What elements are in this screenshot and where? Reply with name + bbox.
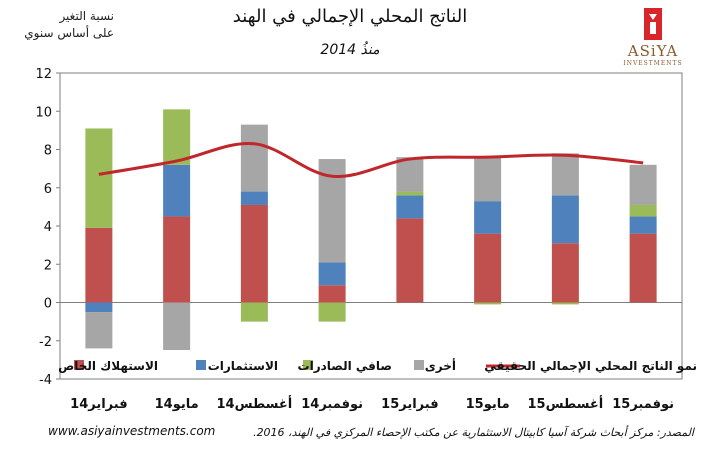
legend-swatch-other bbox=[414, 360, 424, 370]
bar-private_consumption bbox=[85, 227, 113, 303]
y-axis-label-line1: نسبة التغير bbox=[59, 9, 114, 23]
x-tick-label: مايو14 bbox=[155, 397, 199, 412]
bar-investments bbox=[551, 195, 579, 244]
y-tick-label: -4 bbox=[39, 373, 52, 388]
legend-swatch-net_exports bbox=[303, 360, 313, 370]
bar-net_exports bbox=[85, 128, 113, 228]
x-tick-label: أغسطس15 bbox=[528, 395, 604, 412]
bar-net_exports bbox=[163, 109, 191, 165]
x-tick-label: فبراير15 bbox=[381, 397, 438, 412]
legend-label-gdp_line: نمو الناتج المحلي الإجمالي الحقيقي bbox=[484, 359, 697, 374]
y-axis-label: نسبة التغير على أساس سنوي bbox=[4, 8, 114, 42]
legend-label-investments: الاستثمارات bbox=[208, 359, 278, 373]
bar-net_exports bbox=[629, 204, 657, 217]
bar-investments bbox=[474, 201, 502, 234]
bar-private_consumption bbox=[551, 243, 579, 303]
bar-private_consumption bbox=[629, 233, 657, 303]
plot-frame bbox=[59, 72, 683, 380]
y-tick-label: -2 bbox=[39, 335, 52, 350]
bar-private_consumption bbox=[474, 233, 502, 303]
y-tick-label: 6 bbox=[44, 182, 52, 197]
bar-investments bbox=[240, 191, 268, 205]
y-tick-label: 12 bbox=[35, 67, 52, 82]
source-note: المصدر: مركز أبحاث شركة آسيا كابيتال الا… bbox=[253, 426, 694, 439]
bar-investments bbox=[85, 302, 113, 313]
bar-private_consumption bbox=[163, 216, 191, 303]
bar-net_exports bbox=[474, 302, 502, 305]
legend-label-net_exports: صافي الصادرات bbox=[298, 359, 392, 373]
bar-private_consumption bbox=[396, 218, 424, 303]
x-tick-label: نوفمبر15 bbox=[612, 397, 674, 412]
bar-net_exports bbox=[240, 302, 268, 322]
logo-text: ASiYA bbox=[627, 42, 679, 60]
chart-title: الناتج المحلي الإجمالي في الهند bbox=[232, 6, 468, 27]
y-tick-label: 8 bbox=[44, 144, 52, 159]
legend: الاستهلاك الخاص الاستثمارات صافي الصادرات أ… bbox=[58, 350, 697, 374]
gdp-line bbox=[98, 141, 644, 178]
y-tick-label: 10 bbox=[35, 105, 52, 120]
bar-other bbox=[240, 124, 268, 192]
website-link[interactable]: www.asiyainvestments.com bbox=[48, 424, 216, 438]
chart-subtitle: منذُ 2014 bbox=[320, 42, 380, 58]
bar-net_exports bbox=[396, 191, 424, 196]
x-tick-label: أغسطس14 bbox=[217, 395, 293, 412]
logo-subtext: INVESTMENTS bbox=[623, 60, 683, 67]
bar-other bbox=[163, 302, 191, 355]
plot-area bbox=[59, 72, 683, 380]
bar-investments bbox=[629, 216, 657, 234]
stacked-bars bbox=[85, 109, 657, 355]
legend-swatch-private_consumption bbox=[74, 360, 84, 370]
y-tick-label: 4 bbox=[44, 220, 52, 235]
legend-background bbox=[74, 350, 674, 372]
legend-label-other: أخرى bbox=[425, 358, 456, 373]
y-ticks: -4 -2 0 2 4 6 8 10 12 bbox=[35, 67, 60, 388]
x-tick-label: فبراير14 bbox=[70, 397, 127, 412]
gdp-line-layer bbox=[98, 141, 644, 178]
y-axis-label-line2: على أساس سنوي bbox=[24, 26, 114, 40]
bar-private_consumption bbox=[318, 285, 346, 303]
bar-net_exports bbox=[318, 302, 346, 322]
bar-other bbox=[551, 153, 579, 196]
legend-label-private_consumption: الاستهلاك الخاص bbox=[58, 359, 158, 373]
bar-investments bbox=[163, 164, 191, 217]
asiya-logo-icon bbox=[644, 8, 662, 40]
x-tick-labels: فبراير14 مايو14 أغسطس14 نوفمبر14 فبراير15 ماي… bbox=[70, 395, 674, 412]
bar-other bbox=[396, 157, 424, 192]
y-tick-label: 0 bbox=[44, 297, 52, 312]
bar-investments bbox=[396, 195, 424, 219]
bar-other bbox=[85, 312, 113, 349]
bar-other bbox=[474, 157, 502, 202]
bar-private_consumption bbox=[240, 204, 268, 303]
y-tick-label: 2 bbox=[44, 258, 52, 273]
bar-investments bbox=[318, 262, 346, 286]
bar-other bbox=[629, 164, 657, 205]
bar-net_exports bbox=[551, 302, 579, 305]
x-tick-label: مايو15 bbox=[466, 397, 510, 412]
x-tick-label: نوفمبر14 bbox=[301, 397, 363, 412]
legend-swatch-investments bbox=[196, 360, 206, 370]
